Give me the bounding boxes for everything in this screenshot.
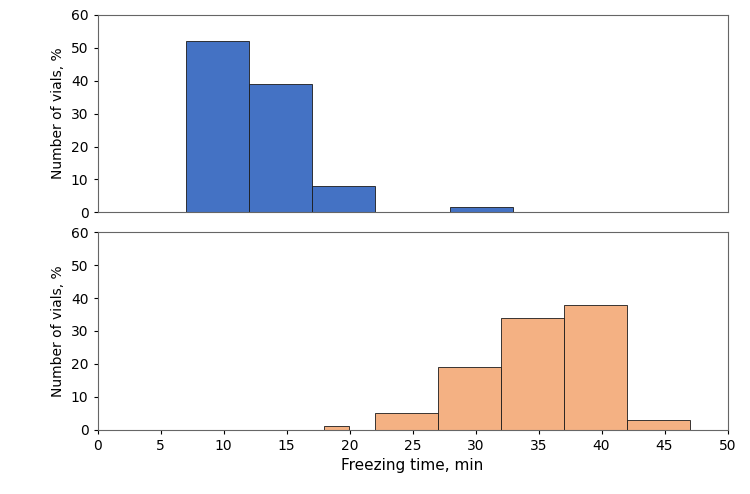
Bar bbox=[312, 186, 375, 212]
Bar bbox=[627, 420, 690, 430]
Bar bbox=[501, 318, 564, 430]
Bar bbox=[324, 426, 350, 430]
Bar bbox=[375, 413, 438, 430]
Y-axis label: Number of vials, %: Number of vials, % bbox=[51, 48, 65, 179]
Bar bbox=[564, 305, 627, 430]
Bar bbox=[186, 41, 249, 212]
Bar bbox=[450, 207, 513, 212]
Bar bbox=[438, 367, 501, 430]
X-axis label: Freezing time, min: Freezing time, min bbox=[341, 458, 484, 473]
Y-axis label: Number of vials, %: Number of vials, % bbox=[51, 265, 65, 397]
Bar bbox=[249, 84, 312, 212]
